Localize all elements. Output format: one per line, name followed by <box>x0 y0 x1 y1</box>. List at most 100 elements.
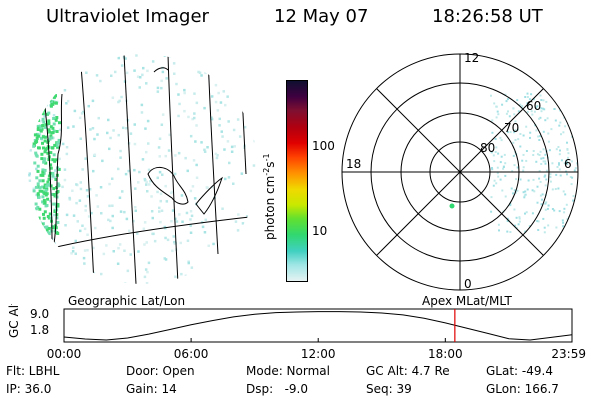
map-dot <box>229 274 232 277</box>
polar-dot <box>544 162 547 165</box>
map-dot <box>230 150 234 153</box>
map-dot <box>38 63 41 66</box>
map-dot <box>49 216 53 220</box>
chart-frame <box>63 308 573 343</box>
map-dot <box>45 225 49 229</box>
map-dot <box>158 170 162 174</box>
instrument-title: Ultraviolet Imager <box>46 6 209 27</box>
polar-dot <box>533 110 536 113</box>
polar-dot <box>529 136 531 139</box>
polar-dot <box>542 99 545 102</box>
polar-dot <box>519 178 522 181</box>
map-dot <box>36 205 40 209</box>
footer-seq: Seq: 39 <box>366 382 412 396</box>
map-dot <box>221 73 224 77</box>
map-dot <box>193 197 197 200</box>
map-dot <box>171 209 175 212</box>
map-dot <box>198 60 201 64</box>
map-dot <box>206 146 209 149</box>
map-dot <box>210 117 214 121</box>
polar-dot <box>554 188 557 190</box>
map-dot <box>145 282 149 284</box>
map-dot <box>117 167 120 171</box>
map-dot <box>247 252 250 256</box>
map-dot <box>248 278 251 281</box>
map-dot <box>48 137 52 141</box>
map-dot <box>36 185 40 189</box>
map-dot <box>38 108 42 112</box>
map-dot <box>254 240 257 243</box>
polar-dot <box>543 226 546 229</box>
map-dot <box>195 163 198 167</box>
map-dot <box>111 204 114 207</box>
map-dot <box>119 156 122 159</box>
map-dot <box>52 213 56 217</box>
polar-dot <box>515 216 518 219</box>
map-dot <box>143 275 147 279</box>
map-dot <box>57 183 61 187</box>
polar-dot <box>544 153 547 156</box>
map-dot <box>253 248 256 251</box>
map-dot <box>119 210 123 213</box>
map-dot <box>38 124 42 128</box>
map-dot <box>194 140 197 143</box>
polar-dot <box>509 131 512 134</box>
map-dot <box>111 226 114 230</box>
map-dot <box>180 194 184 197</box>
map-dot <box>124 172 128 176</box>
polar-dot <box>579 230 580 232</box>
map-dot <box>134 187 137 190</box>
polar-dot <box>498 229 500 232</box>
polar-dot <box>505 112 508 115</box>
map-dot <box>227 120 230 123</box>
map-dot <box>140 103 144 107</box>
polar-dot <box>522 153 525 156</box>
map-dot <box>38 221 42 225</box>
footer-door: Door: Open <box>126 364 195 378</box>
map-dot <box>70 252 73 255</box>
polar-dot <box>542 107 545 110</box>
map-dot <box>238 135 242 138</box>
polar-dot <box>556 96 559 99</box>
polar-dot <box>551 208 554 210</box>
polar-dot <box>532 154 535 156</box>
map-dot <box>151 60 155 63</box>
polar-dot <box>512 107 515 110</box>
polar-dot <box>525 159 528 162</box>
map-dot <box>234 247 238 250</box>
map-dot <box>138 170 141 174</box>
map-dot <box>137 250 140 253</box>
map-dot <box>213 278 217 281</box>
polar-dot <box>575 116 578 118</box>
map-dot <box>56 141 60 145</box>
map-dot <box>120 95 123 99</box>
polar-dot <box>545 100 548 103</box>
map-dot <box>32 187 36 190</box>
map-dot <box>107 218 110 222</box>
map-dot <box>37 195 41 199</box>
map-dot <box>99 186 103 189</box>
map-dot <box>87 215 91 218</box>
map-dot <box>54 158 58 162</box>
map-dot <box>50 102 54 106</box>
polar-dot <box>522 166 525 169</box>
map-dot <box>36 192 40 196</box>
map-dot <box>41 112 45 116</box>
map-dot <box>203 106 206 110</box>
map-dot <box>52 187 56 191</box>
map-dot <box>35 140 39 143</box>
polar-dot <box>575 92 577 95</box>
polar-dot <box>538 170 541 172</box>
map-dot <box>137 181 140 184</box>
map-dot <box>156 86 160 90</box>
polar-dot <box>524 190 527 193</box>
map-dot <box>126 269 130 273</box>
map-dot <box>58 157 61 161</box>
map-dot <box>41 170 45 174</box>
polar-dot <box>574 111 577 114</box>
map-dot <box>79 181 82 184</box>
map-dot <box>232 128 236 132</box>
polar-dot <box>550 94 553 97</box>
map-dot <box>32 189 36 193</box>
map-dot <box>55 213 59 217</box>
